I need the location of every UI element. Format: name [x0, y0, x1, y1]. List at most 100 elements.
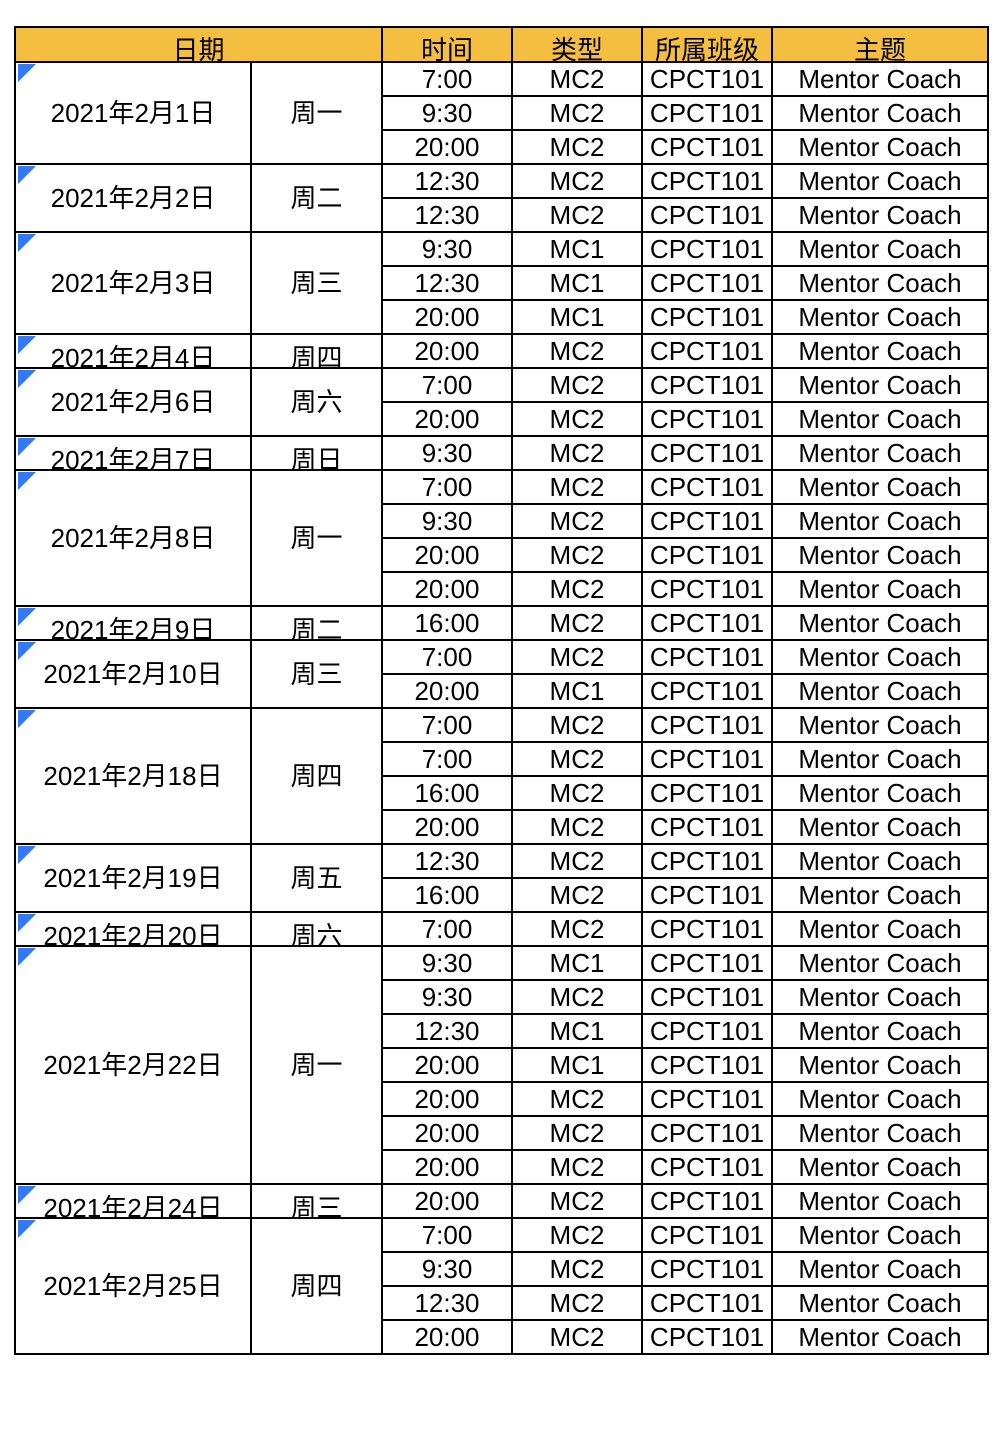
topic-cell[interactable]: Mentor Coach — [771, 231, 989, 267]
comment-marker-icon[interactable] — [18, 166, 36, 184]
weekday-cell[interactable]: 周二 — [250, 163, 383, 233]
type-cell[interactable]: MC2 — [511, 1183, 643, 1219]
topic-cell[interactable]: Mentor Coach — [771, 911, 989, 947]
topic-cell[interactable]: Mentor Coach — [771, 333, 989, 369]
type-cell[interactable]: MC1 — [511, 1013, 643, 1049]
type-cell[interactable]: MC2 — [511, 911, 643, 947]
weekday-cell[interactable]: 周三 — [250, 639, 383, 709]
time-cell[interactable]: 20:00 — [381, 1183, 513, 1219]
class-cell[interactable]: CPCT101 — [641, 95, 773, 131]
class-cell[interactable]: CPCT101 — [641, 163, 773, 199]
class-cell[interactable]: CPCT101 — [641, 1081, 773, 1117]
type-cell[interactable]: MC2 — [511, 877, 643, 913]
type-cell[interactable]: MC2 — [511, 1319, 643, 1355]
topic-cell[interactable]: Mentor Coach — [771, 1047, 989, 1083]
class-cell[interactable]: CPCT101 — [641, 639, 773, 675]
type-cell[interactable]: MC2 — [511, 571, 643, 607]
type-cell[interactable]: MC1 — [511, 1047, 643, 1083]
class-cell[interactable]: CPCT101 — [641, 843, 773, 879]
time-cell[interactable]: 7:00 — [381, 707, 513, 743]
time-cell[interactable]: 12:30 — [381, 1285, 513, 1321]
time-cell[interactable]: 16:00 — [381, 605, 513, 641]
topic-cell[interactable]: Mentor Coach — [771, 163, 989, 199]
weekday-cell[interactable]: 周四 — [250, 333, 383, 369]
weekday-cell[interactable]: 周四 — [250, 1217, 383, 1355]
time-cell[interactable]: 20:00 — [381, 1047, 513, 1083]
type-cell[interactable]: MC1 — [511, 265, 643, 301]
topic-cell[interactable]: Mentor Coach — [771, 809, 989, 845]
topic-cell[interactable]: Mentor Coach — [771, 707, 989, 743]
time-cell[interactable]: 9:30 — [381, 435, 513, 471]
class-cell[interactable]: CPCT101 — [641, 605, 773, 641]
type-cell[interactable]: MC2 — [511, 61, 643, 97]
class-cell[interactable]: CPCT101 — [641, 1183, 773, 1219]
date-cell[interactable]: 2021年2月18日 — [14, 707, 252, 845]
class-cell[interactable]: CPCT101 — [641, 1047, 773, 1083]
topic-cell[interactable]: Mentor Coach — [771, 503, 989, 539]
type-cell[interactable]: MC2 — [511, 469, 643, 505]
type-cell[interactable]: MC2 — [511, 1081, 643, 1117]
time-cell[interactable]: 7:00 — [381, 741, 513, 777]
type-cell[interactable]: MC2 — [511, 503, 643, 539]
topic-cell[interactable]: Mentor Coach — [771, 673, 989, 709]
date-cell[interactable]: 2021年2月10日 — [14, 639, 252, 709]
time-cell[interactable]: 9:30 — [381, 1251, 513, 1287]
time-cell[interactable]: 9:30 — [381, 231, 513, 267]
header-time[interactable]: 时间 — [381, 26, 513, 63]
date-cell[interactable]: 2021年2月22日 — [14, 945, 252, 1185]
time-cell[interactable]: 7:00 — [381, 469, 513, 505]
class-cell[interactable]: CPCT101 — [641, 333, 773, 369]
time-cell[interactable]: 12:30 — [381, 1013, 513, 1049]
type-cell[interactable]: MC2 — [511, 537, 643, 573]
topic-cell[interactable]: Mentor Coach — [771, 1013, 989, 1049]
date-cell[interactable]: 2021年2月7日 — [14, 435, 252, 471]
comment-marker-icon[interactable] — [18, 642, 36, 660]
topic-cell[interactable]: Mentor Coach — [771, 469, 989, 505]
time-cell[interactable]: 7:00 — [381, 639, 513, 675]
date-cell[interactable]: 2021年2月24日 — [14, 1183, 252, 1219]
topic-cell[interactable]: Mentor Coach — [771, 95, 989, 131]
type-cell[interactable]: MC2 — [511, 1217, 643, 1253]
class-cell[interactable]: CPCT101 — [641, 435, 773, 471]
type-cell[interactable]: MC1 — [511, 673, 643, 709]
topic-cell[interactable]: Mentor Coach — [771, 265, 989, 301]
class-cell[interactable]: CPCT101 — [641, 1285, 773, 1321]
topic-cell[interactable]: Mentor Coach — [771, 61, 989, 97]
class-cell[interactable]: CPCT101 — [641, 265, 773, 301]
class-cell[interactable]: CPCT101 — [641, 1217, 773, 1253]
topic-cell[interactable]: Mentor Coach — [771, 299, 989, 335]
date-cell[interactable]: 2021年2月25日 — [14, 1217, 252, 1355]
time-cell[interactable]: 12:30 — [381, 163, 513, 199]
time-cell[interactable]: 20:00 — [381, 299, 513, 335]
class-cell[interactable]: CPCT101 — [641, 537, 773, 573]
comment-marker-icon[interactable] — [18, 608, 36, 626]
topic-cell[interactable]: Mentor Coach — [771, 945, 989, 981]
class-cell[interactable]: CPCT101 — [641, 945, 773, 981]
date-cell[interactable]: 2021年2月9日 — [14, 605, 252, 641]
class-cell[interactable]: CPCT101 — [641, 741, 773, 777]
class-cell[interactable]: CPCT101 — [641, 61, 773, 97]
type-cell[interactable]: MC2 — [511, 809, 643, 845]
time-cell[interactable]: 20:00 — [381, 673, 513, 709]
topic-cell[interactable]: Mentor Coach — [771, 1319, 989, 1355]
class-cell[interactable]: CPCT101 — [641, 877, 773, 913]
time-cell[interactable]: 7:00 — [381, 367, 513, 403]
class-cell[interactable]: CPCT101 — [641, 197, 773, 233]
type-cell[interactable]: MC2 — [511, 435, 643, 471]
topic-cell[interactable]: Mentor Coach — [771, 741, 989, 777]
class-cell[interactable]: CPCT101 — [641, 809, 773, 845]
type-cell[interactable]: MC2 — [511, 1251, 643, 1287]
header-type[interactable]: 类型 — [511, 26, 643, 63]
type-cell[interactable]: MC2 — [511, 741, 643, 777]
class-cell[interactable]: CPCT101 — [641, 129, 773, 165]
class-cell[interactable]: CPCT101 — [641, 367, 773, 403]
type-cell[interactable]: MC2 — [511, 333, 643, 369]
date-cell[interactable]: 2021年2月19日 — [14, 843, 252, 913]
topic-cell[interactable]: Mentor Coach — [771, 1217, 989, 1253]
time-cell[interactable]: 20:00 — [381, 809, 513, 845]
type-cell[interactable]: MC2 — [511, 843, 643, 879]
time-cell[interactable]: 9:30 — [381, 503, 513, 539]
comment-marker-icon[interactable] — [18, 438, 36, 456]
weekday-cell[interactable]: 周一 — [250, 469, 383, 607]
comment-marker-icon[interactable] — [18, 1186, 36, 1204]
